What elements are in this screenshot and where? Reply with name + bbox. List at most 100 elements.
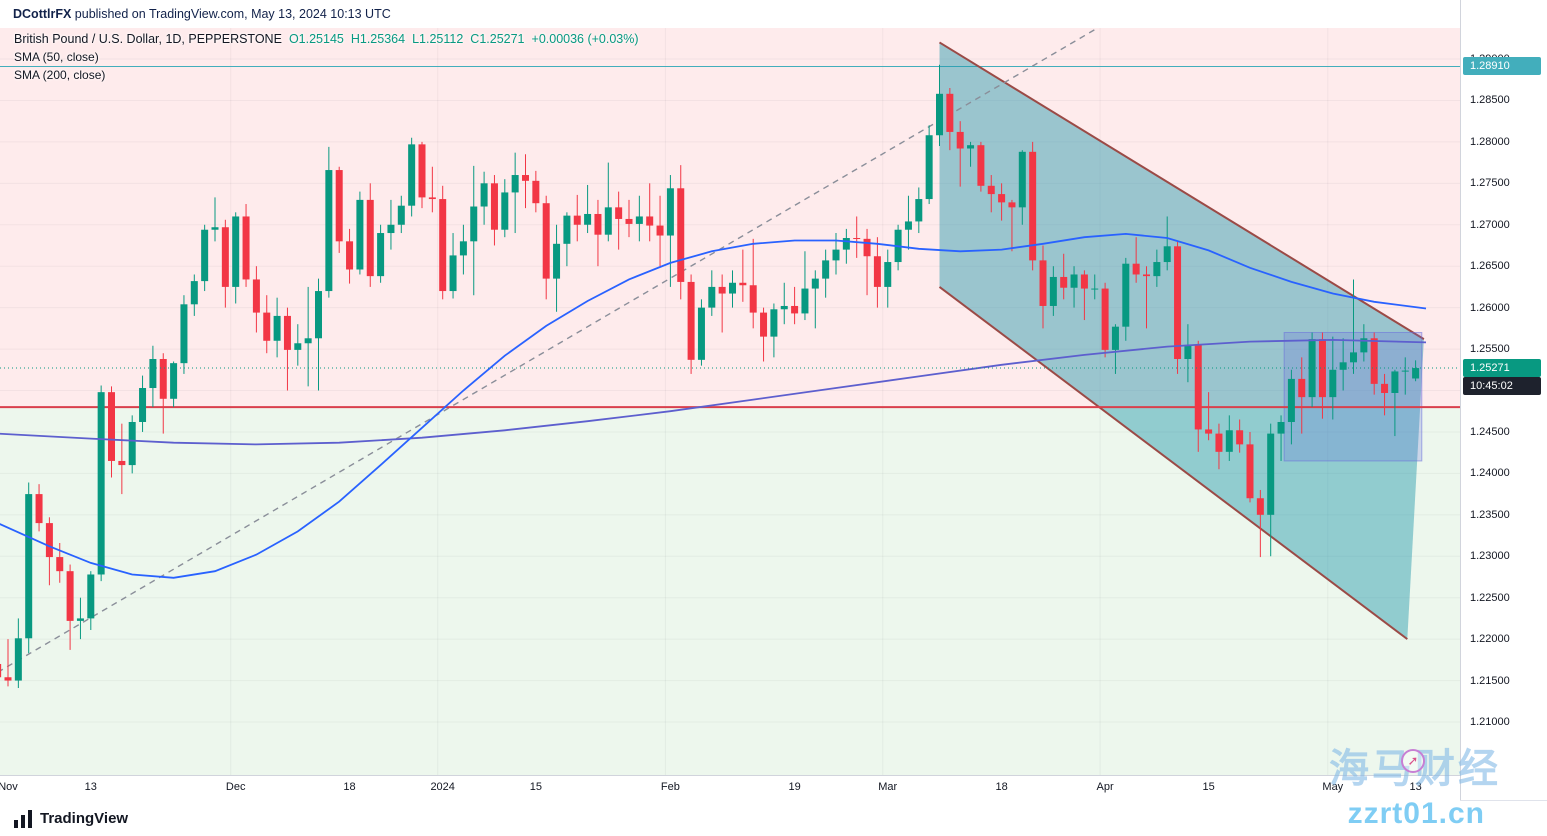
candle-body (304, 338, 312, 344)
candle-body (1070, 274, 1078, 288)
last-price-badge: 1.25271 (1463, 359, 1541, 378)
candle-body (501, 192, 509, 230)
ohlc-low: L1.25112 (412, 32, 464, 46)
bullish-zone (0, 407, 1460, 775)
price-pane[interactable]: British Pound / U.S. Dollar, 1D, PEPPERS… (0, 28, 1460, 775)
candle-body (139, 388, 147, 422)
candle-body (1143, 274, 1150, 277)
candle-body (770, 309, 778, 337)
candle-body (1194, 344, 1202, 430)
candle-body (811, 278, 819, 289)
candle-body (563, 215, 571, 244)
candle-body (1101, 288, 1109, 350)
candle-body (873, 256, 881, 287)
channel-upper-edge[interactable] (938, 41, 1425, 340)
symbol-title[interactable]: British Pound / U.S. Dollar, 1D, PEPPERS… (14, 32, 282, 46)
ohlc-close: C1.25271 (470, 32, 525, 46)
watermark-domain: zzrt01.cn (1347, 797, 1485, 830)
candle-body (366, 199, 374, 277)
price-axis-label: 1.21500 (1470, 674, 1510, 687)
candle-body (1350, 352, 1357, 363)
candle-body (1111, 326, 1119, 350)
bar-countdown-badge: 10:45:02 (1463, 377, 1541, 396)
candle-body (449, 255, 457, 292)
watermark-logo-icon: ➚ (1401, 749, 1425, 773)
time-axis[interactable]: Nov 13 Dec 18 2024 15 Feb 19 Mar 18 Apr 15 May 13 (0, 775, 1460, 801)
candle-body (190, 281, 198, 305)
candle-body (573, 215, 581, 225)
time-axis-label: Apr (1096, 781, 1114, 793)
candle-body (863, 238, 871, 257)
candle-body (956, 131, 964, 149)
candle-body (511, 175, 519, 193)
candle-body (749, 285, 757, 313)
candle-body (180, 304, 188, 364)
candle-body (977, 145, 985, 186)
candle-body (1339, 362, 1347, 370)
candle-body (1122, 263, 1130, 327)
price-axis-label: 1.26500 (1470, 260, 1510, 273)
candle-body (1060, 276, 1068, 288)
candle-body (232, 216, 240, 287)
candle-body (1225, 430, 1233, 452)
indicator-sma200-label[interactable]: SMA (200, close) (14, 68, 106, 82)
candle-body (1132, 263, 1140, 275)
candle-body (646, 216, 654, 226)
time-axis-label: May (1322, 781, 1344, 793)
price-axis-label: 1.27000 (1470, 218, 1510, 231)
price-axis-label: 1.22500 (1470, 591, 1510, 604)
candle-body (1267, 433, 1275, 515)
candle-body (1236, 430, 1244, 445)
price-change: +0.00036 (+0.03%) (531, 32, 639, 46)
candle-body (1277, 421, 1285, 434)
candle-body (14, 638, 22, 681)
candle-body (408, 144, 416, 206)
candle-body (1287, 378, 1295, 422)
candle-body (159, 359, 167, 399)
candle-body (1256, 498, 1264, 515)
candle-body (1215, 433, 1223, 452)
candle-body (252, 279, 260, 313)
time-axis-label: 18 (995, 781, 1008, 793)
candle-body (604, 207, 612, 235)
candle-body (325, 170, 333, 292)
indicator-sma50-label[interactable]: SMA (50, close) (14, 50, 99, 64)
candle-body (1008, 202, 1016, 208)
candle-body (242, 216, 250, 280)
candle-body (904, 221, 912, 230)
candle-body (1318, 339, 1326, 398)
sma-200-line[interactable] (0, 338, 1427, 446)
tradingview-logo[interactable]: TradingView (13, 809, 128, 829)
candle-body (625, 218, 633, 224)
price-axis-label: 1.24500 (1470, 425, 1510, 438)
candle-body (594, 213, 602, 235)
candle-body (1049, 276, 1057, 306)
candle-body (1174, 246, 1182, 360)
candle-body (801, 288, 809, 314)
descending-channel[interactable] (939, 42, 1424, 640)
channel-lower-edge[interactable] (938, 286, 1408, 640)
price-axis-label: 1.27500 (1470, 177, 1510, 190)
candle-body (1080, 274, 1088, 289)
time-axis-label: 15 (1202, 781, 1215, 793)
time-axis-label: 18 (343, 781, 356, 793)
ohlc-high: H1.25364 (350, 32, 406, 46)
time-axis-label: Dec (225, 781, 246, 793)
chart-canvas[interactable] (0, 28, 1460, 775)
candle-body (201, 229, 209, 282)
candle-body (553, 243, 561, 279)
candle-body (780, 305, 788, 310)
candle-body (35, 494, 43, 524)
candle-body (377, 233, 385, 277)
time-axis-label: 13 (1409, 781, 1422, 793)
sma-50-line[interactable] (0, 232, 1427, 579)
footer-bar: TradingView (0, 800, 1547, 836)
alert-price-badge: 1.28910 (1463, 57, 1541, 76)
candle-body (87, 574, 95, 619)
candle-body (822, 260, 830, 279)
candle-body (211, 227, 219, 230)
ascending-trendline[interactable] (0, 28, 1146, 672)
price-axis[interactable]: 1.290001.285001.280001.275001.270001.265… (1460, 0, 1547, 800)
price-axis-label: 1.23500 (1470, 508, 1510, 521)
price-axis-label: 1.28000 (1470, 135, 1510, 148)
